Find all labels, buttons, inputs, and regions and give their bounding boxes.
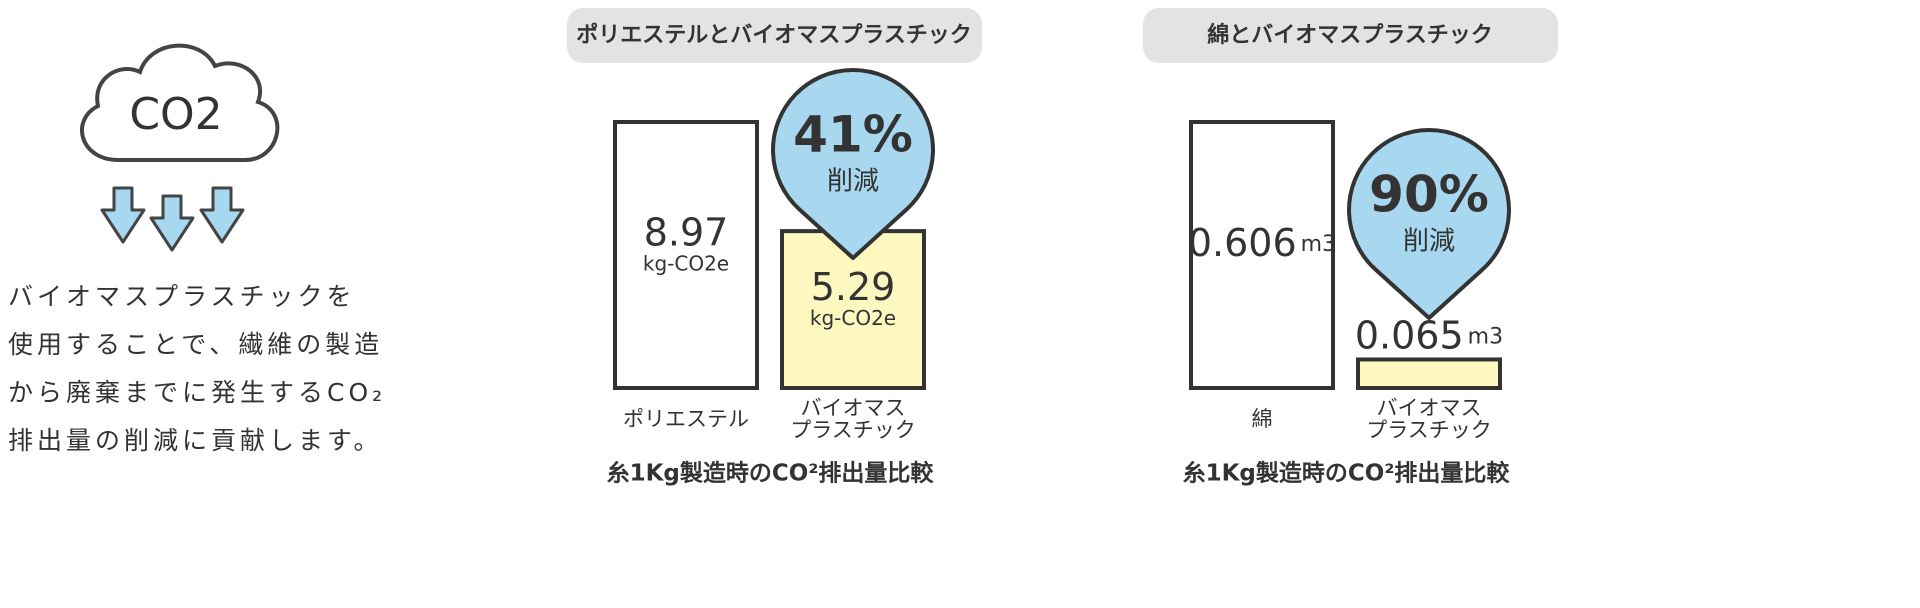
- category-line: ポリエステル: [623, 407, 749, 431]
- value-label-group: 0.606 m3: [1188, 221, 1336, 265]
- category-line: バイオマス: [801, 396, 906, 420]
- chart-title: ポリエステルとバイオマスプラスチック: [576, 22, 972, 48]
- icon-label: CO2: [129, 89, 222, 140]
- unit-label: kg-CO2e: [810, 306, 896, 330]
- value-label: 0.606: [1188, 221, 1297, 265]
- intro-line: から廃棄までに発生するCO₂: [8, 378, 386, 407]
- down-arrows: [100, 186, 245, 252]
- intro-line: 排出量の削減に貢献します。: [8, 426, 383, 455]
- cloud: [80, 43, 280, 162]
- bar: [1356, 357, 1502, 391]
- category-line: プラスチック: [790, 418, 916, 442]
- chart-title: 綿とバイオマスプラスチック: [1207, 22, 1493, 48]
- category-line: バイオマス: [1377, 396, 1482, 420]
- badge-label: 90%: [1369, 166, 1489, 224]
- value-label: 8.97: [644, 211, 729, 255]
- badge-label: 41%: [793, 106, 913, 164]
- title-pill: [567, 8, 982, 63]
- category-line: プラスチック: [1366, 418, 1492, 442]
- category-label: ポリエステル: [623, 407, 749, 431]
- footnote: 糸1Kg製造時のCO²排出量比較: [607, 460, 935, 487]
- badge-text: 削減: [827, 167, 879, 197]
- category-label: バイオマスプラスチック: [1366, 396, 1492, 442]
- category-label: バイオマスプラスチック: [790, 396, 916, 442]
- intro-line: バイオマスプラスチックを: [8, 282, 356, 311]
- value-label: 5.29: [811, 265, 896, 309]
- value-label-group: 0.065 m3: [1355, 313, 1503, 357]
- unit-label: m3: [1301, 232, 1336, 257]
- footnote: 糸1Kg製造時のCO²排出量比較: [1183, 460, 1511, 487]
- unit-label: m3: [1468, 324, 1503, 349]
- category-line: 綿: [1252, 407, 1273, 431]
- unit-label: kg-CO2e: [643, 252, 729, 276]
- badge: [771, 68, 935, 260]
- title-pill: [1143, 8, 1558, 63]
- badge-text: 削減: [1403, 227, 1455, 257]
- value-label: 0.065: [1355, 313, 1464, 357]
- intro-line: 使用することで、繊維の製造: [8, 330, 383, 359]
- badge: [1347, 127, 1511, 320]
- category-label: 綿: [1252, 407, 1273, 431]
- bar: [1189, 120, 1335, 390]
- co2-icon: CO2: [80, 43, 280, 252]
- bar: [613, 120, 759, 390]
